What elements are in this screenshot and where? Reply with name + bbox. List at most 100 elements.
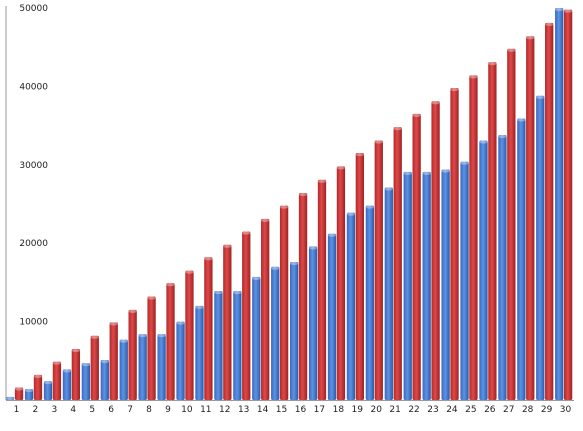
bar-series-1-11 xyxy=(195,305,204,400)
x-tick-label-12: 12 xyxy=(219,405,230,415)
bar-series-2-10 xyxy=(185,270,194,400)
bar-top-highlight-series-1-26 xyxy=(479,140,488,144)
bar-top-highlight-series-2-27 xyxy=(507,48,516,52)
bar-top-highlight-series-1-19 xyxy=(346,212,356,216)
x-tick-label-15: 15 xyxy=(276,405,287,415)
x-tick-label-2: 2 xyxy=(33,405,39,415)
bar-top-highlight-series-2-22 xyxy=(412,113,421,117)
bar-top-highlight-series-2-1 xyxy=(14,387,24,391)
x-tick-label-5: 5 xyxy=(89,405,95,415)
bar-top-highlight-series-2-25 xyxy=(469,75,478,79)
x-tick-label-6: 6 xyxy=(108,405,114,415)
bar-series-2-15 xyxy=(279,205,289,400)
bar-top-highlight-series-1-14 xyxy=(252,276,261,281)
bar-top-highlight-series-2-30 xyxy=(563,9,573,13)
bar-series-1-28 xyxy=(517,118,526,400)
bar-top-highlight-series-2-7 xyxy=(128,309,137,313)
bar-series-1-25 xyxy=(460,161,469,400)
bar-series-2-22 xyxy=(412,113,421,400)
x-tick-label-19: 19 xyxy=(352,405,364,415)
bar-series-1-27 xyxy=(498,135,507,400)
bar-series-1-10 xyxy=(176,321,185,400)
bar-series-1-15 xyxy=(271,266,280,400)
x-tick-label-14: 14 xyxy=(257,405,269,415)
y-axis-ticks: 10000 20000 30000 40000 50000 xyxy=(19,4,48,328)
bar-top-highlight-series-2-24 xyxy=(450,87,459,92)
x-tick-label-4: 4 xyxy=(70,405,76,415)
x-tick-label-26: 26 xyxy=(484,405,496,415)
bar-top-highlight-series-2-12 xyxy=(223,244,232,248)
bar-top-highlight-series-1-30 xyxy=(555,7,564,12)
bar-series-2-21 xyxy=(393,127,402,401)
x-tick-label-25: 25 xyxy=(465,405,476,415)
bar-top-highlight-series-2-16 xyxy=(298,192,308,197)
bar-top-highlight-series-2-4 xyxy=(71,348,80,353)
y-tick-label-30000: 30000 xyxy=(19,161,48,171)
bar-series-2-16 xyxy=(298,193,308,400)
bar-series-1-1 xyxy=(6,396,15,400)
x-tick-label-10: 10 xyxy=(181,405,193,415)
x-tick-label-20: 20 xyxy=(370,405,382,415)
bar-series-1-3 xyxy=(43,381,53,400)
bar-series-2-3 xyxy=(52,361,62,400)
bar-series-1-18 xyxy=(327,233,337,400)
bar-series-2-14 xyxy=(261,218,270,400)
bar-top-highlight-series-1-15 xyxy=(271,266,280,270)
bar-top-highlight-series-1-20 xyxy=(365,205,375,209)
bar-series-1-21 xyxy=(384,187,393,400)
x-tick-label-8: 8 xyxy=(146,405,152,415)
x-tick-label-1: 1 xyxy=(14,405,20,415)
bar-series-2-25 xyxy=(469,75,478,401)
bar-series-2-7 xyxy=(128,309,137,400)
bar-series-1-29 xyxy=(536,95,545,400)
bar-series-2-1 xyxy=(14,387,24,400)
x-tick-label-28: 28 xyxy=(522,405,534,415)
bar-series-2-17 xyxy=(317,179,327,400)
bar-top-highlight-series-2-29 xyxy=(545,22,554,26)
bar-series-1-22 xyxy=(403,171,412,400)
bar-series-1-6 xyxy=(100,360,109,400)
bar-top-highlight-series-2-26 xyxy=(488,62,497,66)
bar-top-highlight-series-2-8 xyxy=(147,296,156,300)
x-tick-label-13: 13 xyxy=(238,405,249,415)
bar-series-2-20 xyxy=(374,140,383,400)
bar-series-2-23 xyxy=(431,101,440,401)
bar-series-2-18 xyxy=(336,166,346,400)
bars-layer xyxy=(5,7,573,401)
bar-top-highlight-series-2-15 xyxy=(279,205,289,209)
bar-series-1-19 xyxy=(346,212,356,400)
x-tick-label-24: 24 xyxy=(446,405,458,415)
bar-series-2-9 xyxy=(166,283,175,400)
x-tick-label-21: 21 xyxy=(389,405,400,415)
bar-top-highlight-series-1-1 xyxy=(5,396,15,400)
bar-series-1-20 xyxy=(365,205,375,400)
bar-top-highlight-series-2-17 xyxy=(317,179,327,183)
bar-series-1-24 xyxy=(441,169,450,400)
bar-top-highlight-series-1-29 xyxy=(536,95,545,99)
bar-series-1-14 xyxy=(252,276,261,400)
y-tick-label-50000: 50000 xyxy=(19,4,48,14)
bar-top-highlight-series-2-14 xyxy=(261,218,270,222)
bar-series-1-5 xyxy=(81,363,91,400)
y-tick-label-20000: 20000 xyxy=(19,239,48,249)
bar-top-highlight-series-1-4 xyxy=(62,369,72,373)
bar-series-2-19 xyxy=(355,153,364,400)
bar-series-2-13 xyxy=(242,231,251,400)
x-tick-label-18: 18 xyxy=(333,405,345,415)
bar-series-1-16 xyxy=(290,262,299,400)
bar-top-highlight-series-2-20 xyxy=(374,140,383,144)
y-tick-label-40000: 40000 xyxy=(19,82,48,92)
y-tick-label-10000: 10000 xyxy=(19,318,48,328)
bar-top-highlight-series-2-21 xyxy=(393,127,402,131)
x-tick-label-30: 30 xyxy=(560,405,572,415)
x-tick-label-27: 27 xyxy=(503,405,514,415)
bar-top-highlight-series-1-3 xyxy=(43,381,53,385)
bar-top-highlight-series-1-23 xyxy=(422,171,431,175)
bar-series-1-9 xyxy=(157,334,166,400)
bar-top-highlight-series-1-2 xyxy=(24,388,34,393)
bar-series-1-17 xyxy=(308,246,318,400)
x-tick-label-22: 22 xyxy=(408,405,419,415)
bar-series-2-4 xyxy=(71,349,80,400)
bar-top-highlight-series-2-5 xyxy=(90,335,99,339)
